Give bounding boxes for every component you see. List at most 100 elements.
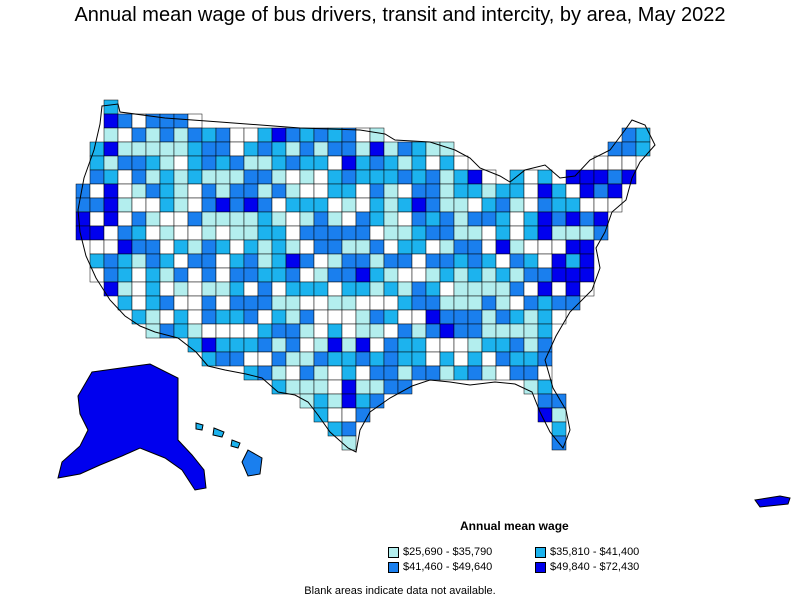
legend-swatch-3: [388, 561, 399, 573]
map-region: [523, 197, 539, 213]
map-region: [299, 309, 315, 325]
map-region: [411, 351, 427, 367]
map-region: [159, 267, 175, 283]
map-region: [509, 225, 525, 241]
map-region: [257, 197, 273, 213]
map-region: [565, 239, 581, 255]
map-region: [187, 337, 203, 353]
map-region: [467, 323, 483, 339]
map-region: [131, 169, 147, 185]
map-region: [117, 127, 133, 143]
map-region: [117, 155, 133, 171]
map-region: [551, 197, 567, 213]
map-region: [313, 309, 329, 325]
map-region: [271, 351, 287, 367]
map-region: [481, 295, 497, 311]
map-region: [607, 155, 623, 171]
map-region: [593, 183, 609, 199]
map-region: [537, 197, 553, 213]
map-region: [509, 183, 525, 199]
map-region: [215, 127, 231, 143]
map-region: [369, 267, 385, 283]
map-region: [369, 295, 385, 311]
map-region: [593, 211, 609, 227]
map-region: [341, 183, 357, 199]
map-region: [383, 183, 399, 199]
map-region: [509, 281, 525, 297]
map-region: [229, 225, 245, 241]
map-region: [537, 211, 553, 227]
map-region: [187, 127, 203, 143]
map-region: [313, 351, 329, 367]
map-region: [565, 267, 581, 283]
map-region: [411, 211, 427, 227]
map-region: [453, 323, 469, 339]
map-region: [229, 337, 245, 353]
map-region: [299, 253, 315, 269]
map-region: [271, 155, 287, 171]
map-region: [621, 141, 637, 157]
map-region: [201, 197, 217, 213]
map-region: [439, 309, 455, 325]
map-regions: [58, 99, 651, 490]
map-region: [131, 211, 147, 227]
map-region: [467, 309, 483, 325]
map-region: [439, 323, 455, 339]
map-region: [523, 281, 539, 297]
map-region: [551, 281, 567, 297]
map-region: [369, 211, 385, 227]
map-region: [411, 337, 427, 353]
map-region: [607, 197, 623, 213]
map-region: [523, 337, 539, 353]
map-region: [509, 365, 525, 381]
map-region: [341, 421, 357, 437]
map-region: [523, 239, 539, 255]
map-region: [257, 225, 273, 241]
map-region: [257, 351, 273, 367]
map-region: [299, 127, 315, 143]
map-region: [537, 407, 553, 423]
map-region: [579, 267, 595, 283]
map-region: [201, 323, 217, 339]
map-region: [369, 239, 385, 255]
legend-item-4: $49,840 - $72,430: [535, 561, 639, 573]
map-region: [173, 225, 189, 241]
map-region: [439, 183, 455, 199]
map-region: [159, 183, 175, 199]
map-region: [285, 351, 301, 367]
map-region: [369, 351, 385, 367]
map-region: [425, 211, 441, 227]
map-region: [369, 309, 385, 325]
map-region: [271, 197, 287, 213]
data-note: Blank areas indicate data not available.: [304, 585, 496, 597]
map-region: [229, 295, 245, 311]
map-region: [243, 239, 259, 255]
map-region: [551, 407, 567, 423]
map-region: [201, 267, 217, 283]
legend-item-3: $41,460 - $49,640: [388, 561, 492, 573]
map-region: [425, 323, 441, 339]
map-region: [285, 323, 301, 339]
map-region: [229, 239, 245, 255]
map-region: [243, 253, 259, 269]
map-region: [439, 267, 455, 283]
map-region: [103, 225, 119, 241]
map-region: [425, 309, 441, 325]
map-region: [215, 239, 231, 255]
map-region: [201, 155, 217, 171]
map-region: [481, 183, 497, 199]
map-region: [495, 295, 511, 311]
map-region: [299, 197, 315, 213]
map-title: Annual mean wage of bus drivers, transit…: [74, 4, 726, 26]
map-region: [271, 183, 287, 199]
map-region: [145, 211, 161, 227]
map-region: [341, 155, 357, 171]
map-region: [75, 183, 91, 199]
map-region: [537, 281, 553, 297]
map-region: [467, 197, 483, 213]
map-region: [173, 155, 189, 171]
map-region: [117, 113, 133, 129]
map-region: [313, 225, 329, 241]
map-region: [215, 295, 231, 311]
map-region: [271, 127, 287, 143]
